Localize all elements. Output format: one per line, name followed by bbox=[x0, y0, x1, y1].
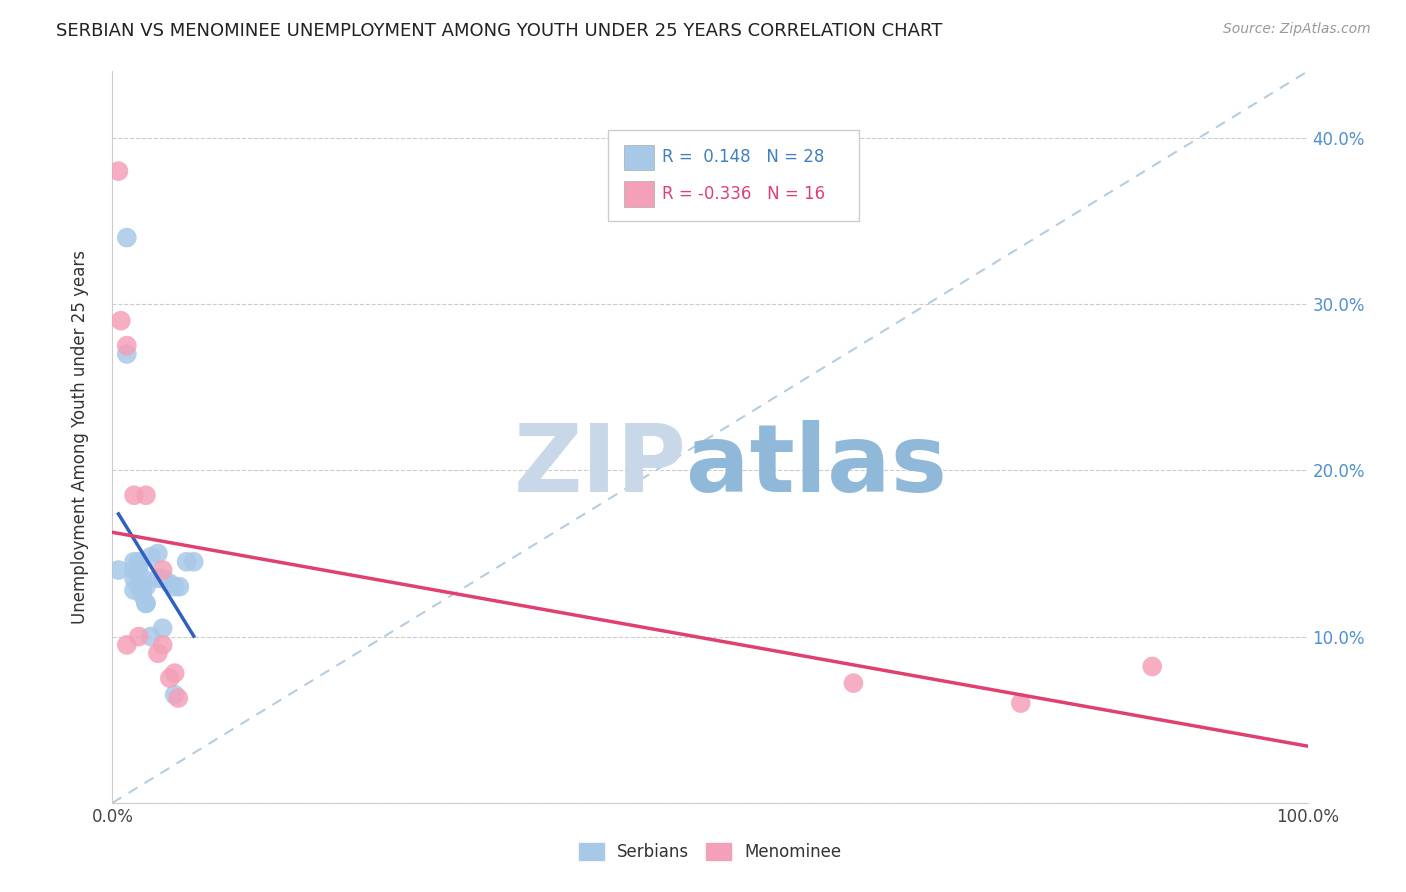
Point bbox=[169, 580, 191, 594]
Point bbox=[122, 563, 145, 577]
FancyBboxPatch shape bbox=[624, 145, 654, 170]
Text: Source: ZipAtlas.com: Source: ZipAtlas.com bbox=[1223, 22, 1371, 37]
Point bbox=[135, 596, 157, 610]
Point bbox=[128, 555, 150, 569]
Point bbox=[152, 638, 174, 652]
Point bbox=[115, 347, 138, 361]
Point bbox=[139, 630, 162, 644]
Point bbox=[167, 691, 190, 706]
Point bbox=[107, 563, 129, 577]
Point bbox=[152, 563, 174, 577]
Point bbox=[183, 555, 205, 569]
Point bbox=[131, 580, 153, 594]
Point bbox=[122, 488, 145, 502]
Point bbox=[115, 638, 138, 652]
Y-axis label: Unemployment Among Youth under 25 years: Unemployment Among Youth under 25 years bbox=[70, 250, 89, 624]
Point bbox=[110, 314, 132, 328]
Point bbox=[122, 571, 145, 585]
Point bbox=[115, 230, 138, 244]
Text: atlas: atlas bbox=[686, 420, 948, 512]
Point bbox=[146, 571, 169, 585]
Point bbox=[176, 555, 198, 569]
Text: R =  0.148   N = 28: R = 0.148 N = 28 bbox=[662, 148, 824, 166]
Point bbox=[842, 676, 865, 690]
Point bbox=[152, 621, 174, 635]
Point bbox=[135, 596, 157, 610]
Point bbox=[146, 546, 169, 560]
Point bbox=[1142, 659, 1164, 673]
Text: R = -0.336   N = 16: R = -0.336 N = 16 bbox=[662, 185, 825, 202]
Point bbox=[128, 563, 150, 577]
Point bbox=[146, 646, 169, 660]
Point bbox=[139, 549, 162, 564]
Point bbox=[152, 571, 174, 585]
Point bbox=[122, 555, 145, 569]
Point bbox=[115, 338, 138, 352]
Point bbox=[135, 488, 157, 502]
Text: SERBIAN VS MENOMINEE UNEMPLOYMENT AMONG YOUTH UNDER 25 YEARS CORRELATION CHART: SERBIAN VS MENOMINEE UNEMPLOYMENT AMONG … bbox=[56, 22, 942, 40]
Point bbox=[163, 580, 186, 594]
FancyBboxPatch shape bbox=[609, 130, 859, 221]
Point bbox=[163, 666, 186, 681]
Legend: Serbians, Menominee: Serbians, Menominee bbox=[572, 836, 848, 868]
Point bbox=[131, 588, 153, 602]
Point bbox=[159, 576, 181, 591]
Point bbox=[163, 688, 186, 702]
Point bbox=[122, 582, 145, 597]
Point bbox=[128, 630, 150, 644]
Point bbox=[131, 571, 153, 585]
Point bbox=[107, 164, 129, 178]
FancyBboxPatch shape bbox=[624, 181, 654, 207]
Point bbox=[1010, 696, 1032, 710]
Text: ZIP: ZIP bbox=[513, 420, 686, 512]
Point bbox=[159, 671, 181, 685]
Point bbox=[128, 580, 150, 594]
Point bbox=[135, 580, 157, 594]
